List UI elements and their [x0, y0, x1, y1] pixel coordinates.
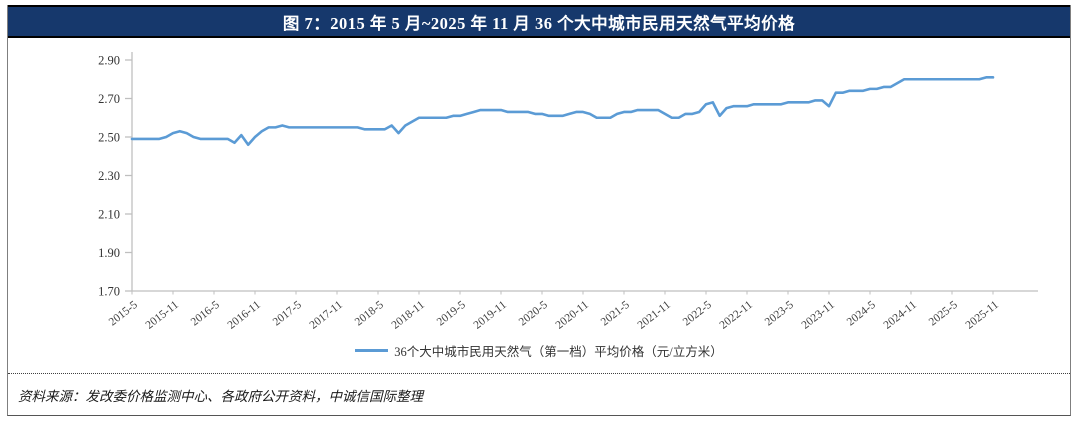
x-tick-label: 2022-11 — [718, 299, 755, 332]
x-tick-label: 2025-5 — [927, 299, 960, 329]
x-tick-label: 2016-11 — [226, 299, 263, 332]
source-note-text: 资料来源：发改委价格监测中心、各政府公开资料，中诚信国际整理 — [18, 388, 423, 404]
x-tick-label: 2018-11 — [390, 299, 427, 332]
y-tick-label: 1.90 — [98, 246, 120, 260]
price-trend-chart: 1.70 1.90 2.10 2.30 2.50 2.70 2.90 2015-5 2015-1… — [98, 52, 1038, 332]
x-tick-label: 2018-5 — [353, 299, 386, 329]
figure-title-bar: 图 7：2015 年 5 月~2025 年 11 月 36 个大中城市民用天然气… — [8, 5, 1070, 38]
chart-area: 1.70 1.90 2.10 2.30 2.50 2.70 2.90 2015-5 2015-1… — [8, 38, 1070, 373]
chart-legend: 36个大中城市民用天然气（第一档）平均价格（元/立方米） — [8, 341, 1070, 360]
figure-title: 图 7：2015 年 5 月~2025 年 11 月 36 个大中城市民用天然气… — [282, 13, 796, 33]
y-tick-label: 2.90 — [98, 54, 120, 68]
x-tick-label: 2015-5 — [107, 299, 140, 329]
y-tick-label: 2.30 — [98, 169, 120, 183]
legend-series-label: 36个大中城市民用天然气（第一档）平均价格（元/立方米） — [394, 345, 723, 359]
x-tick-label: 2024-11 — [882, 299, 919, 332]
y-tick-label: 2.50 — [98, 131, 120, 145]
x-tick-label: 2020-11 — [554, 299, 591, 332]
x-tick-label: 2017-5 — [271, 299, 304, 329]
x-tick-label: 2022-5 — [681, 299, 714, 329]
y-tick-label: 2.10 — [98, 208, 120, 222]
source-note-bar: 资料来源：发改委价格监测中心、各政府公开资料，中诚信国际整理 — [8, 373, 1070, 415]
x-tick-label: 2015-11 — [144, 299, 181, 332]
x-tick-label: 2024-5 — [845, 299, 878, 329]
x-tick-label: 2016-5 — [189, 299, 222, 329]
legend-line-marker — [355, 349, 389, 352]
figure-frame: 图 7：2015 年 5 月~2025 年 11 月 36 个大中城市民用天然气… — [7, 5, 1071, 416]
x-tick-label: 2019-5 — [435, 299, 468, 329]
x-tick-label: 2017-11 — [308, 299, 345, 332]
series-line-gas-price — [130, 76, 995, 146]
x-tick-label: 2019-11 — [472, 299, 509, 332]
x-tick-label: 2020-5 — [517, 299, 550, 329]
x-tick-label: 2021-11 — [636, 299, 673, 332]
y-tick-label: 2.70 — [98, 92, 120, 106]
x-tick-label: 2023-11 — [800, 299, 837, 332]
y-tick-label: 1.70 — [98, 285, 120, 299]
x-tick-label: 2021-5 — [599, 299, 632, 329]
x-tick-label: 2023-5 — [763, 299, 796, 329]
x-tick-label: 2025-11 — [964, 299, 1001, 332]
